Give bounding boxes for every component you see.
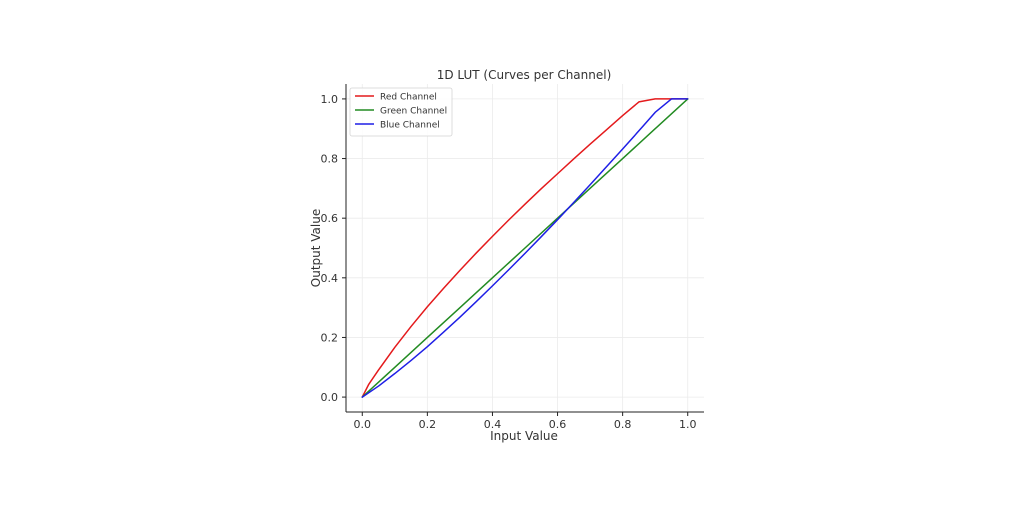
y-axis-label: Output Value [309, 209, 323, 287]
legend-label: Green Channel [380, 107, 447, 117]
series-line-red-channel [361, 98, 689, 398]
x-tick-label: 1.0 [679, 418, 697, 431]
y-tick-label: 1.0 [321, 93, 339, 106]
y-tick-label: 0.6 [321, 212, 339, 225]
x-tick-label: 0.2 [419, 418, 437, 431]
axes: 0.0 0.2 0.4 0.6 0.8 1.0 0.0 0.2 0.4 0.6 0.8 1.0 [321, 84, 704, 431]
y-tick-label: 0.2 [321, 331, 339, 344]
y-tick-label: 0.8 [321, 153, 339, 166]
legend: Red Channel Green Channel Blue Channel [349, 87, 453, 137]
series-lines [361, 98, 689, 398]
x-tick-label: 0.4 [484, 418, 502, 431]
x-tick-label: 0.6 [549, 418, 567, 431]
x-tick-label: 0.0 [354, 418, 372, 431]
legend-label: Blue Channel [380, 121, 440, 131]
y-tick-label: 0.0 [321, 391, 339, 404]
series-line-blue-channel [361, 98, 689, 398]
chart-title: 1D LUT (Curves per Channel) [437, 68, 612, 82]
x-tick-label: 0.8 [614, 418, 632, 431]
legend-box [349, 87, 453, 137]
legend-label: Red Channel [380, 93, 437, 103]
x-axis-label: Input Value [490, 429, 558, 443]
y-tick-label: 0.4 [321, 272, 339, 285]
series-line-green-channel [361, 98, 689, 398]
